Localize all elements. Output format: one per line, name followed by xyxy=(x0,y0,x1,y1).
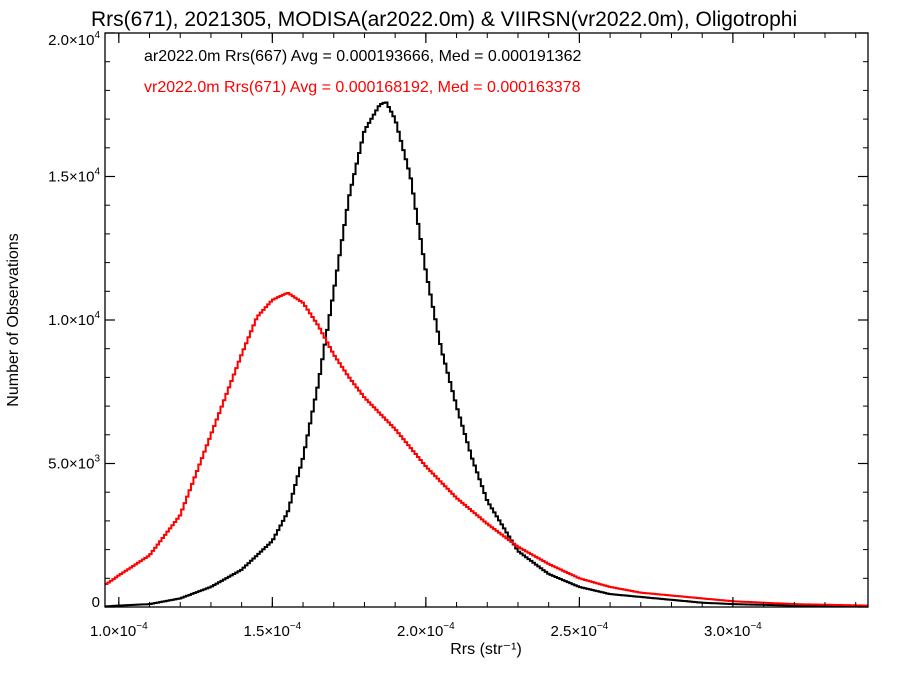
y-tick-label-1: 5.0×103 xyxy=(48,454,100,473)
x-axis-label: Rrs (str⁻¹) xyxy=(450,641,522,658)
legend-stats-black: ar2022.0m Rrs(667) Avg = 0.000193666, Me… xyxy=(144,48,581,65)
x-tick-label-1: 1.5×10−4 xyxy=(243,621,301,640)
series-line-1 xyxy=(105,291,868,607)
legend: ar2022.0m Rrs(667) Avg = 0.000193666, Me… xyxy=(144,48,581,96)
legend-stats-red: vr2022.0m Rrs(671) Avg = 0.000168192, Me… xyxy=(144,79,581,96)
series-layer xyxy=(105,101,868,608)
chart-title: Rrs(671), 2021305, MODISA(ar2022.0m) & V… xyxy=(91,8,797,31)
y-tick-label-2: 1.0×104 xyxy=(48,310,100,329)
x-tick-label-4: 3.0×10−4 xyxy=(704,621,762,640)
y-axis-label: Number of Observations xyxy=(5,233,22,406)
y-tick-label-0: 0 xyxy=(92,594,100,611)
series-line-0 xyxy=(105,101,868,608)
x-tick-label-2: 2.0×10−4 xyxy=(397,621,455,640)
tick-layer: 1.0×10−4 1.5×10−4 2.0×10−4 2.5×10−4 3.0×10−4… xyxy=(48,30,868,640)
x-tick-label-3: 2.5×10−4 xyxy=(551,621,609,640)
x-tick-label-0: 1.0×10−4 xyxy=(90,621,148,640)
y-tick-label-4: 2.0×104 xyxy=(48,30,100,49)
y-tick-label-3: 1.5×104 xyxy=(48,167,100,186)
plot-area: 1.0×10−4 1.5×10−4 2.0×10−4 2.5×10−4 3.0×10−4… xyxy=(48,30,869,640)
